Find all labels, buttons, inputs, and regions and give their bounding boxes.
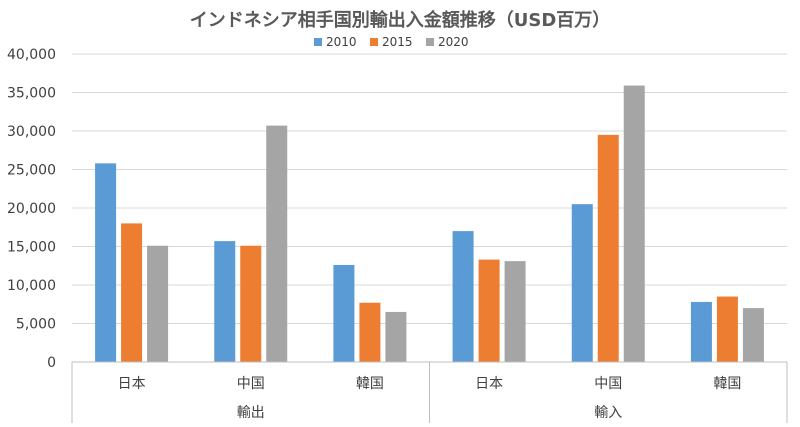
chart-title: インドネシア相手国別輸出入金額推移（USD百万） [190,9,611,31]
bar-2020 [385,311,407,362]
bar-2010 [452,231,474,362]
legend-label: 2020 [438,35,469,49]
y-tick-label: 0 [47,355,56,371]
bar-2020 [147,245,169,362]
bar-2015 [597,134,619,362]
group-label: 輸出 [237,405,265,421]
bar-2010 [690,301,712,362]
y-tick-label: 10,000 [7,278,56,294]
bar-2020 [266,125,288,362]
category-label: 韓国 [356,376,384,392]
bar-2020 [742,308,764,362]
y-tick-label: 35,000 [7,86,56,102]
legend-label: 2015 [382,35,413,49]
bar-2015 [121,223,143,362]
legend-label: 2010 [326,35,357,49]
y-tick-label: 20,000 [7,201,56,217]
y-axis: 0 5,000 10,000 15,000 20,000 25,000 30,000 35,0… [7,47,56,371]
bar-2015 [478,259,500,362]
bar-2020 [623,85,645,362]
bar-2015 [240,245,262,362]
gridlines [72,53,787,324]
category-label: 日本 [475,376,503,392]
bar-2010 [333,264,355,362]
legend-swatch-2020 [426,38,434,46]
y-tick-label: 15,000 [7,240,56,256]
bar-2010 [571,204,593,362]
bar-2020 [504,261,526,362]
legend-swatch-2015 [370,38,378,46]
y-tick-label: 40,000 [7,47,56,63]
bar-2010 [214,241,236,362]
bar-2015 [359,302,381,362]
y-tick-label: 30,000 [7,124,56,140]
group-label: 輸入 [594,405,622,421]
category-label: 中国 [237,376,265,392]
category-label: 中国 [594,376,622,392]
y-tick-label: 5,000 [16,317,56,333]
category-label: 日本 [118,376,146,392]
category-label: 韓国 [713,376,741,392]
bar-2015 [716,296,738,362]
legend-swatch-2010 [314,38,322,46]
bar-2010 [95,163,117,362]
bars [95,85,764,362]
legend: 2010 2015 2020 [314,35,469,49]
y-tick-label: 25,000 [7,163,56,179]
